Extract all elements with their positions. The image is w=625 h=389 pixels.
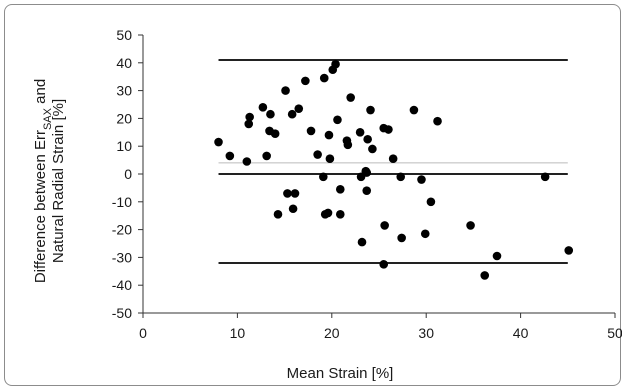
data-point [343, 140, 353, 150]
data-point [388, 154, 398, 164]
data-point [368, 144, 377, 154]
data-point [266, 109, 275, 119]
data-point [306, 126, 316, 136]
data-point [287, 109, 297, 119]
data-points [214, 59, 574, 280]
data-point [433, 116, 442, 126]
data-point [333, 115, 342, 125]
data-point [564, 246, 574, 255]
data-point [540, 172, 550, 182]
data-point [362, 168, 372, 177]
data-point [426, 197, 436, 207]
data-point [492, 251, 502, 261]
x-tick-label: 10 [230, 325, 246, 341]
y-axis-title-line1: Difference between ErrSAX and [32, 79, 54, 283]
data-point [319, 172, 328, 182]
data-point [379, 260, 389, 269]
y-axis-title: Difference between ErrSAX and Natural Ra… [32, 79, 67, 283]
data-point [366, 105, 375, 115]
data-point [380, 221, 389, 230]
y-axis-title-subscript: SAX [42, 107, 54, 130]
data-point [466, 221, 475, 230]
data-point [409, 105, 419, 115]
data-point [362, 186, 372, 195]
y-tick-label: 10 [116, 138, 132, 154]
data-point [270, 129, 280, 138]
data-point [396, 172, 406, 182]
data-point [335, 184, 345, 194]
data-point [417, 175, 426, 184]
data-point [355, 128, 365, 137]
data-point [294, 104, 304, 113]
data-point [319, 73, 329, 83]
x-tick-label: 50 [607, 325, 622, 341]
data-point [244, 119, 254, 129]
data-point [313, 150, 322, 159]
data-point [480, 271, 490, 280]
y-tick-label: 40 [116, 55, 132, 71]
axes [138, 34, 616, 318]
data-point [225, 151, 235, 161]
data-point [323, 208, 333, 218]
y-tick-label: -30 [112, 249, 132, 265]
y-tick-label: -40 [112, 277, 132, 293]
chart-frame: -50 -40 -30 -20 -10 0 10 20 30 40 50 0 10 20 30 40 50 Me… [4, 4, 622, 386]
x-tick-label: 30 [418, 325, 434, 341]
data-point [214, 137, 223, 147]
y-axis-title-suffix: and [32, 79, 49, 108]
y-axis-title-line2: Natural Radial Strain [%] [50, 99, 67, 263]
data-point [283, 189, 292, 198]
y-axis-title-prefix: Difference between Err [32, 130, 49, 283]
data-point [245, 112, 254, 122]
data-point [262, 151, 271, 161]
x-tick-label: 40 [513, 325, 529, 341]
data-point [363, 134, 372, 144]
data-point [325, 154, 335, 164]
data-point [335, 210, 345, 219]
x-tick-label: 20 [324, 325, 340, 341]
y-tick-label: 20 [116, 110, 132, 126]
data-point [242, 157, 252, 166]
y-tick-label: -20 [112, 222, 132, 238]
data-point [357, 237, 367, 247]
data-point [384, 125, 393, 134]
data-point [420, 229, 430, 239]
y-tick-label: -10 [112, 194, 132, 210]
y-tick-label: 0 [124, 166, 132, 182]
y-tick-label: 30 [116, 83, 132, 99]
data-point [397, 233, 406, 243]
x-axis-title: Mean Strain [%] [287, 365, 394, 382]
y-tick-label: -50 [112, 305, 132, 321]
data-point [301, 76, 310, 86]
scatter-plot: -50 -40 -30 -20 -10 0 10 20 30 40 50 0 10 20 30 40 50 Me… [32, 27, 622, 382]
data-point [258, 102, 268, 112]
tick-labels: -50 -40 -30 -20 -10 0 10 20 30 40 50 0 10 20 30 40 50 [112, 27, 622, 341]
reference-lines [218, 59, 568, 264]
data-point [324, 130, 334, 140]
data-point [281, 86, 290, 95]
data-point [331, 59, 340, 69]
x-tick-label: 0 [139, 325, 147, 341]
data-point [288, 204, 298, 214]
data-point [273, 210, 283, 219]
data-point [290, 189, 300, 198]
data-point [346, 93, 355, 102]
y-tick-label: 50 [116, 27, 132, 43]
